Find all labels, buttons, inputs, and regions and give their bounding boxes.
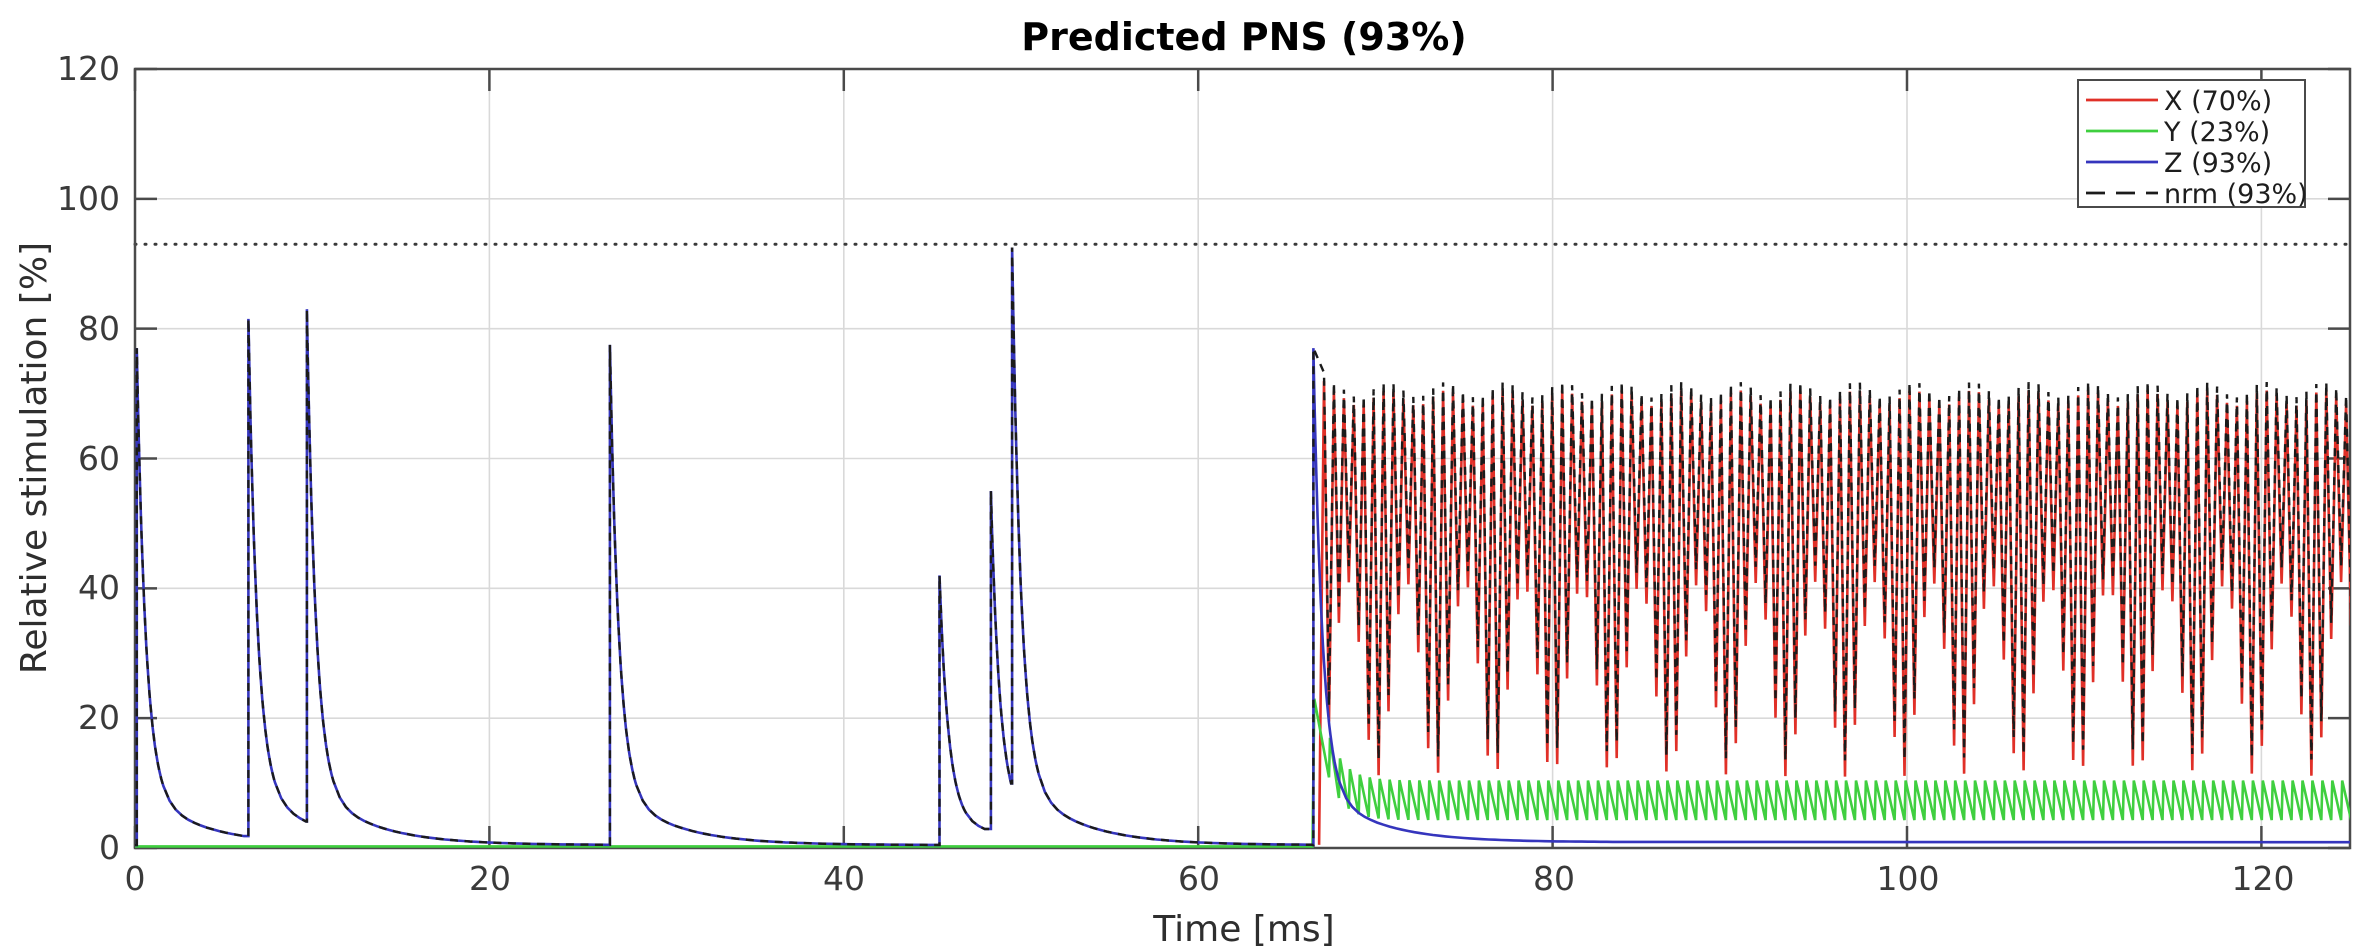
y-tick-labels: 0 20 40 60 80 100 120 — [57, 49, 120, 867]
legend-label-nrm: nrm (93%) — [2164, 179, 2308, 210]
y-tick-label-40: 40 — [78, 568, 120, 607]
x-tick-label-100: 100 — [1877, 859, 1940, 898]
x-tick-labels: 0 20 40 60 80 100 120 — [125, 859, 2295, 898]
y-tick-label-20: 20 — [78, 698, 120, 737]
series-y-line — [135, 698, 2350, 848]
x-tick-label-40: 40 — [823, 859, 865, 898]
y-axis-label: Relative stimulation [%] — [14, 242, 55, 674]
legend-label-z: Z (93%) — [2164, 148, 2272, 179]
x-tick-label-80: 80 — [1533, 859, 1575, 898]
chart-title: Predicted PNS (93%) — [1021, 15, 1466, 59]
series-x-line — [1317, 381, 2350, 845]
y-tick-label-100: 100 — [57, 179, 120, 218]
x-axis-label: Time [ms] — [1152, 909, 1334, 948]
y-tick-label-120: 120 — [57, 49, 120, 88]
plot-border — [133, 67, 2352, 850]
series-nrm-line — [135, 247, 2350, 847]
y-tick-label-60: 60 — [78, 439, 120, 478]
x-tick-label-0: 0 — [125, 859, 146, 898]
curves — [135, 247, 2350, 848]
legend-label-x: X (70%) — [2164, 86, 2272, 117]
y-tick-label-80: 80 — [78, 309, 120, 348]
y-tick-label-0: 0 — [99, 828, 120, 867]
x-tick-label-120: 120 — [2232, 859, 2295, 898]
x-tick-label-20: 20 — [469, 859, 511, 898]
x-tick-label-60: 60 — [1178, 859, 1220, 898]
legend: X (70%) Y (23%) Z (93%) nrm (93%) — [2077, 79, 2308, 210]
legend-label-y: Y (23%) — [2163, 117, 2270, 148]
